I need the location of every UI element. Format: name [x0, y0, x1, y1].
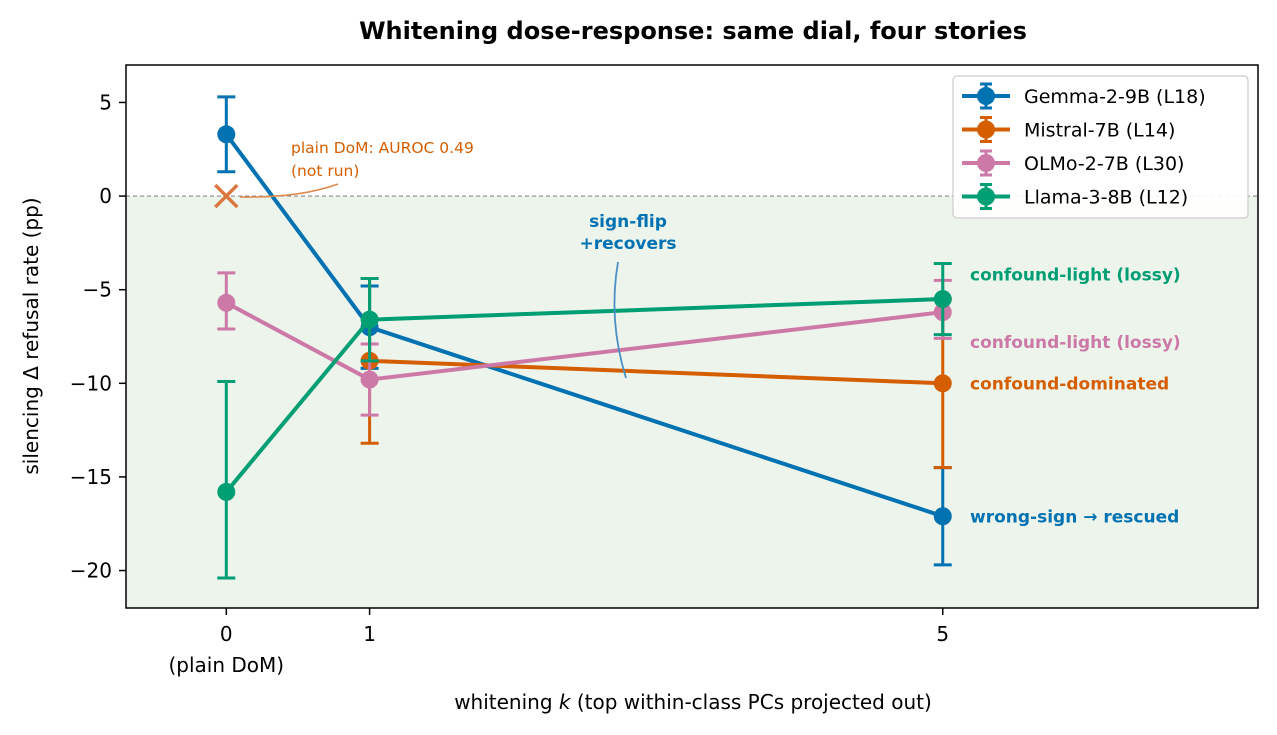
x-tick-label: 1 — [363, 622, 376, 646]
y-axis: 5 0 −5 −10 −15 −20 — [70, 90, 126, 583]
legend-box — [952, 75, 1249, 219]
y-tick-label: 5 — [99, 90, 112, 114]
legend-item-olmo-2-7b: OLMo-2-7B (L30) — [962, 149, 1184, 177]
data-point — [933, 507, 952, 526]
legend: Gemma-2-9B (L18) Mistral-7B (L14) OLMo-2-7… — [952, 75, 1249, 219]
legend-marker — [977, 120, 995, 139]
legend-label: Gemma-2-9B (L18) — [1024, 86, 1206, 108]
legend-marker — [977, 87, 995, 105]
x-tick-label: 5 — [936, 622, 949, 646]
data-point — [217, 482, 236, 501]
story-label-gemma: wrong-sign → rescued — [970, 507, 1179, 527]
story-label-mistral: confound-dominated — [970, 374, 1169, 394]
annotation-sign-flip-line2: +recovers — [579, 234, 676, 254]
legend-item-llama-3-8b: Llama-3-8B (L12) — [962, 183, 1188, 210]
x-axis-label-var: k — [559, 690, 572, 714]
series-llama-3-8b — [217, 261, 952, 580]
x-tick-sublabel: (plain DoM) — [168, 653, 284, 677]
annotation-sign-flip-line1: sign-flip — [589, 212, 667, 232]
legend-label: Mistral-7B (L14) — [1024, 120, 1175, 142]
plot-frame — [125, 64, 1259, 609]
x-tick-label: 0 — [220, 622, 233, 646]
data-point — [360, 370, 379, 389]
series-layer — [214, 95, 952, 580]
x-axis-label-prefix: whitening — [454, 690, 559, 714]
y-tick-label: −5 — [83, 278, 112, 302]
y-axis-label: silencing Δ refusal rate (pp) — [19, 197, 43, 474]
y-tick-label: −10 — [70, 371, 112, 395]
annotation-plain-dom-arrow — [239, 183, 339, 198]
annotation-layer: plain DoM: AUROC 0.49 (not run) sign-fli… — [239, 139, 1181, 527]
not-run-marker — [214, 183, 239, 209]
legend-item-gemma-2-9b: Gemma-2-9B (L18) — [962, 82, 1206, 110]
annotation-plain-dom-line1: plain DoM: AUROC 0.49 — [291, 139, 474, 157]
story-label-llama: confound-light (lossy) — [970, 266, 1181, 286]
y-tick-label: −15 — [70, 465, 112, 489]
series-olmo-2-7b — [217, 271, 952, 417]
y-tick-label: −20 — [70, 559, 112, 583]
annotation-sign-flip-arrow — [613, 261, 627, 379]
data-point — [217, 125, 236, 144]
data-point — [360, 310, 379, 329]
data-point — [217, 293, 236, 312]
legend-marker — [977, 187, 995, 206]
annotation-plain-dom-line2: (not run) — [291, 162, 359, 180]
data-point — [933, 374, 952, 393]
series-line — [369, 358, 943, 386]
negative-region-shade — [126, 196, 1258, 608]
y-tick-label: 0 — [99, 184, 112, 208]
not-run-marker-stroke — [214, 183, 239, 209]
legend-label: OLMo-2-7B (L30) — [1024, 153, 1184, 175]
legend-marker — [977, 154, 995, 172]
story-label-olmo: confound-light (lossy) — [970, 333, 1181, 353]
data-point — [933, 290, 952, 309]
legend-item-mistral-7b: Mistral-7B (L14) — [962, 116, 1175, 143]
x-axis-label: whitening k (top within-class PCs projec… — [454, 690, 932, 714]
x-axis: 0 (plain DoM) 1 5 — [168, 608, 949, 677]
legend-label: Llama-3-8B (L12) — [1024, 187, 1188, 209]
x-axis-label-suffix: (top within-class PCs projected out) — [570, 690, 931, 714]
chart-title: Whitening dose-response: same dial, four… — [359, 17, 1027, 45]
